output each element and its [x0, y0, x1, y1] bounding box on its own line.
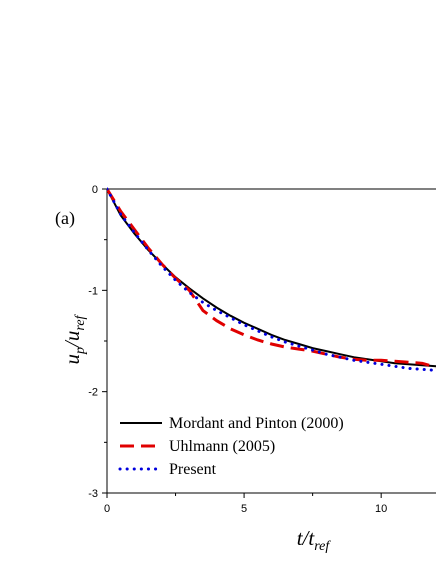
legend-label-2: Uhlmann (2005) — [169, 438, 275, 455]
svg-text:up/uref: up/uref — [60, 313, 88, 364]
y-tick-label: -2 — [88, 387, 98, 399]
x-tick-label: 5 — [241, 503, 247, 515]
series-line-3 — [107, 187, 436, 372]
y-axis-title-sub-p: p — [73, 347, 88, 355]
y-tick-label: 0 — [92, 184, 98, 196]
x-axis-title-sub: ref — [314, 539, 331, 554]
ticks-layer: 0 5 10 0 -1 -2 -3 — [88, 184, 387, 515]
series-line-2 — [107, 188, 436, 369]
x-tick-label: 0 — [104, 503, 110, 515]
legend: Mordant and Pinton (2000) Uhlmann (2005) P… — [118, 415, 344, 478]
y-axis-title-slash-u: /u — [60, 331, 84, 348]
series-layer — [107, 187, 436, 372]
y-tick-label: -1 — [88, 285, 98, 297]
legend-label-3: Present — [169, 461, 217, 478]
y-tick-label: -3 — [88, 488, 98, 500]
series-line-1 — [107, 188, 436, 368]
x-axis-title: t/tref — [297, 526, 332, 554]
panel-label: (a) — [55, 208, 75, 229]
x-tick-label: 10 — [375, 503, 387, 515]
y-axis-title-u: u — [60, 354, 84, 365]
x-axis-title-main: t/t — [297, 526, 316, 550]
y-axis-title: up/uref — [60, 313, 88, 364]
y-axis-title-sub-ref: ref — [73, 313, 88, 330]
legend-label-1: Mordant and Pinton (2000) — [169, 415, 344, 432]
